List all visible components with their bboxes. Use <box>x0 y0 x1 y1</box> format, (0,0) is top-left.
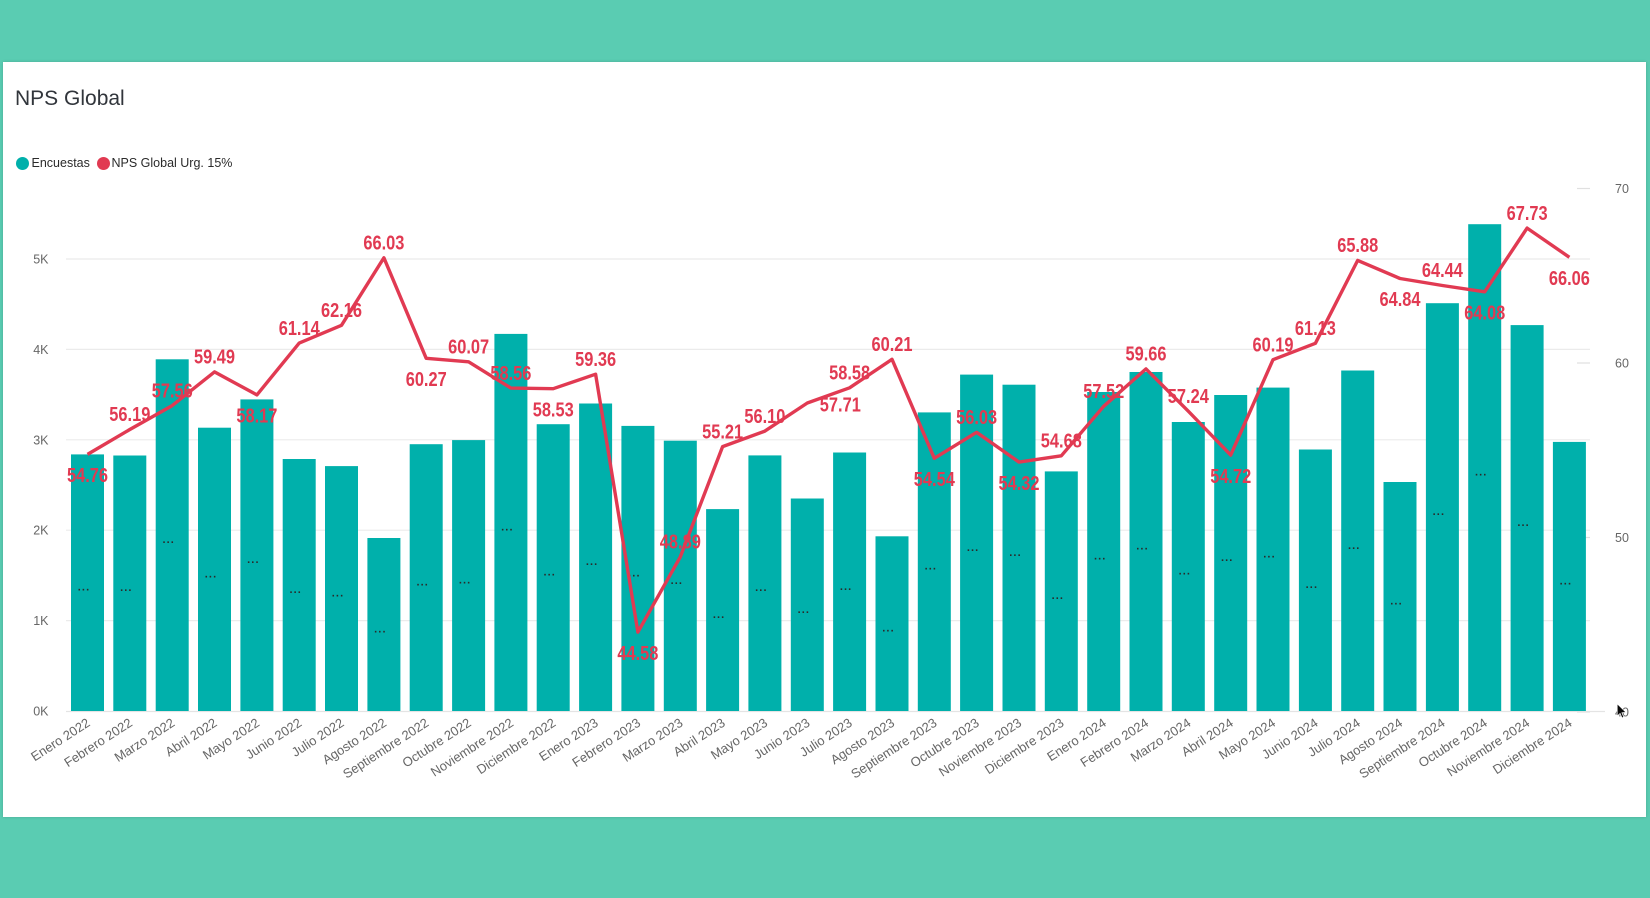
svg-text:...: ... <box>374 624 386 636</box>
svg-text:...: ... <box>1390 596 1402 608</box>
svg-text:57.71: 57.71 <box>820 393 861 416</box>
svg-text:2K: 2K <box>33 524 49 538</box>
svg-text:4K: 4K <box>33 343 49 357</box>
svg-text:60.21: 60.21 <box>871 332 912 355</box>
svg-text:3K: 3K <box>33 433 49 447</box>
svg-text:70: 70 <box>1615 182 1629 196</box>
svg-text:56.10: 56.10 <box>744 404 785 427</box>
svg-text:...: ... <box>1475 467 1487 479</box>
svg-text:...: ... <box>247 554 259 566</box>
svg-text:54.72: 54.72 <box>1210 464 1251 487</box>
svg-text:59.49: 59.49 <box>194 345 235 368</box>
svg-text:55.21: 55.21 <box>702 420 743 443</box>
svg-text:...: ... <box>78 582 90 594</box>
svg-text:44.58: 44.58 <box>617 641 658 664</box>
svg-text:...: ... <box>1517 517 1529 529</box>
svg-text:58.56: 58.56 <box>490 361 531 384</box>
svg-text:1K: 1K <box>33 614 49 628</box>
svg-text:...: ... <box>1263 548 1275 560</box>
svg-text:59.66: 59.66 <box>1125 342 1166 365</box>
svg-text:48.89: 48.89 <box>660 530 701 553</box>
svg-text:66.06: 66.06 <box>1549 266 1590 289</box>
svg-text:...: ... <box>1052 590 1064 602</box>
svg-text:...: ... <box>882 623 894 635</box>
svg-text:64.44: 64.44 <box>1422 258 1464 281</box>
svg-text:...: ... <box>501 522 513 534</box>
svg-text:...: ... <box>628 568 640 580</box>
svg-text:5K: 5K <box>33 253 49 267</box>
svg-text:...: ... <box>1009 547 1021 559</box>
svg-text:58.53: 58.53 <box>533 398 574 421</box>
svg-text:...: ... <box>205 568 217 580</box>
svg-text:50: 50 <box>1615 531 1629 545</box>
svg-text:...: ... <box>1306 579 1318 591</box>
svg-text:56.19: 56.19 <box>109 402 150 425</box>
svg-text:...: ... <box>289 584 301 596</box>
svg-text:...: ... <box>1094 551 1106 563</box>
svg-text:58.17: 58.17 <box>236 404 277 427</box>
svg-text:54.76: 54.76 <box>67 463 108 486</box>
svg-text:57.56: 57.56 <box>152 379 193 402</box>
svg-text:...: ... <box>162 534 174 546</box>
svg-text:60: 60 <box>1615 357 1629 371</box>
svg-text:67.73: 67.73 <box>1507 201 1548 224</box>
svg-text:0K: 0K <box>33 705 49 719</box>
svg-text:60.27: 60.27 <box>406 367 447 390</box>
svg-text:54.68: 54.68 <box>1041 429 1082 452</box>
svg-text:60.19: 60.19 <box>1252 333 1293 356</box>
svg-text:...: ... <box>755 582 767 594</box>
svg-text:60.07: 60.07 <box>448 335 489 358</box>
svg-text:...: ... <box>1179 566 1191 578</box>
svg-text:58.58: 58.58 <box>829 361 870 384</box>
svg-text:...: ... <box>543 567 555 579</box>
svg-text:...: ... <box>798 604 810 616</box>
svg-text:...: ... <box>120 582 132 594</box>
svg-text:...: ... <box>967 542 979 554</box>
svg-text:...: ... <box>840 581 852 593</box>
svg-text:61.14: 61.14 <box>279 316 321 339</box>
svg-text:...: ... <box>586 556 598 568</box>
svg-text:...: ... <box>1221 552 1233 564</box>
svg-text:...: ... <box>459 575 471 587</box>
svg-text:65.88: 65.88 <box>1337 233 1378 256</box>
svg-text:61.13: 61.13 <box>1295 316 1336 339</box>
svg-text:...: ... <box>332 588 344 600</box>
svg-text:...: ... <box>416 577 428 589</box>
svg-text:...: ... <box>671 575 683 587</box>
svg-text:64.84: 64.84 <box>1379 287 1421 310</box>
svg-text:54.54: 54.54 <box>914 467 956 490</box>
svg-text:59.36: 59.36 <box>575 347 616 370</box>
svg-text:...: ... <box>1348 540 1360 552</box>
svg-text:66.03: 66.03 <box>363 231 404 254</box>
svg-text:...: ... <box>925 561 937 573</box>
svg-text:54.32: 54.32 <box>998 471 1039 494</box>
svg-text:57.24: 57.24 <box>1168 384 1210 407</box>
svg-text:64.08: 64.08 <box>1464 301 1505 324</box>
svg-text:...: ... <box>1433 506 1445 518</box>
svg-text:...: ... <box>1136 541 1148 553</box>
svg-text:...: ... <box>1560 576 1572 588</box>
svg-text:57.52: 57.52 <box>1083 379 1124 402</box>
svg-text:56.03: 56.03 <box>956 405 997 428</box>
svg-text:62.16: 62.16 <box>321 298 362 321</box>
svg-text:...: ... <box>713 609 725 621</box>
